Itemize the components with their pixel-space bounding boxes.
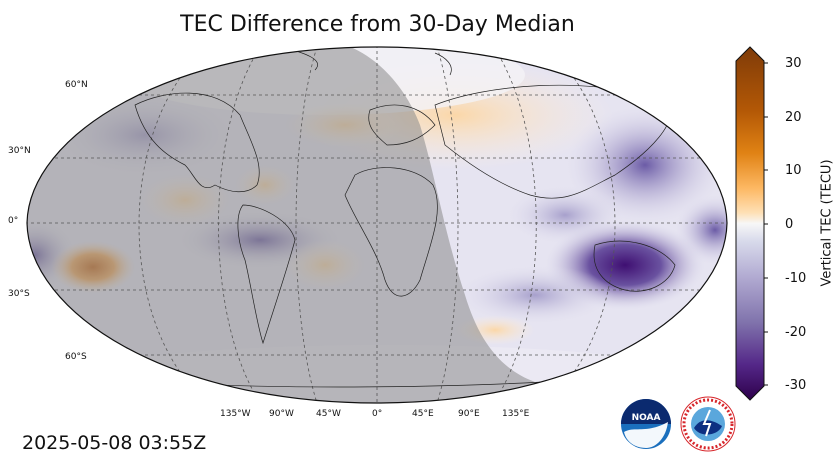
cbar-tick-20: 20 — [785, 110, 802, 125]
lon-label-45w: 45°W — [316, 409, 341, 419]
map-title: TEC Difference from 30-Day Median — [180, 12, 575, 37]
cbar-tick-neg20: -20 — [785, 325, 807, 340]
lon-label-90w: 90°W — [269, 409, 294, 419]
tec-map: 60°N 30°N 0° 30°S 60°S 135°W 90°W 45°W 0… — [8, 45, 730, 419]
colorbar-ticks — [764, 62, 768, 386]
globe-outline — [26, 46, 728, 404]
cbar-tick-neg10: -10 — [785, 271, 807, 286]
lat-label-30n: 30°N — [8, 146, 31, 156]
graticule — [27, 47, 727, 403]
cbar-tick-neg30: -30 — [785, 378, 807, 393]
nws-logo — [680, 396, 736, 452]
lat-label-60s: 60°S — [65, 352, 87, 362]
colorbar-label: Vertical TEC (TECU) — [819, 159, 835, 287]
noaa-text: NOAA — [632, 413, 661, 423]
lat-label-60n: 60°N — [65, 80, 88, 90]
lat-label-30s: 30°S — [8, 289, 30, 299]
lon-label-45e: 45°E — [412, 409, 434, 419]
lat-label-0: 0° — [8, 216, 19, 226]
night-shade — [27, 47, 727, 403]
cbar-tick-10: 10 — [785, 163, 802, 178]
lon-label-135w: 135°W — [220, 409, 251, 419]
lon-label-135e: 135°E — [502, 409, 530, 419]
cbar-tick-0: 0 — [785, 217, 794, 232]
noaa-logo: NOAA — [620, 398, 672, 450]
lon-label-90e: 90°E — [458, 409, 480, 419]
lon-label-0: 0° — [372, 409, 383, 419]
timestamp: 2025-05-08 03:55Z — [22, 432, 207, 454]
cbar-tick-30: 30 — [785, 56, 802, 71]
colorbar-gradient — [735, 46, 765, 401]
colorbar: 30 20 10 0 -10 -20 -30 Vertical TEC (TEC… — [733, 45, 835, 405]
